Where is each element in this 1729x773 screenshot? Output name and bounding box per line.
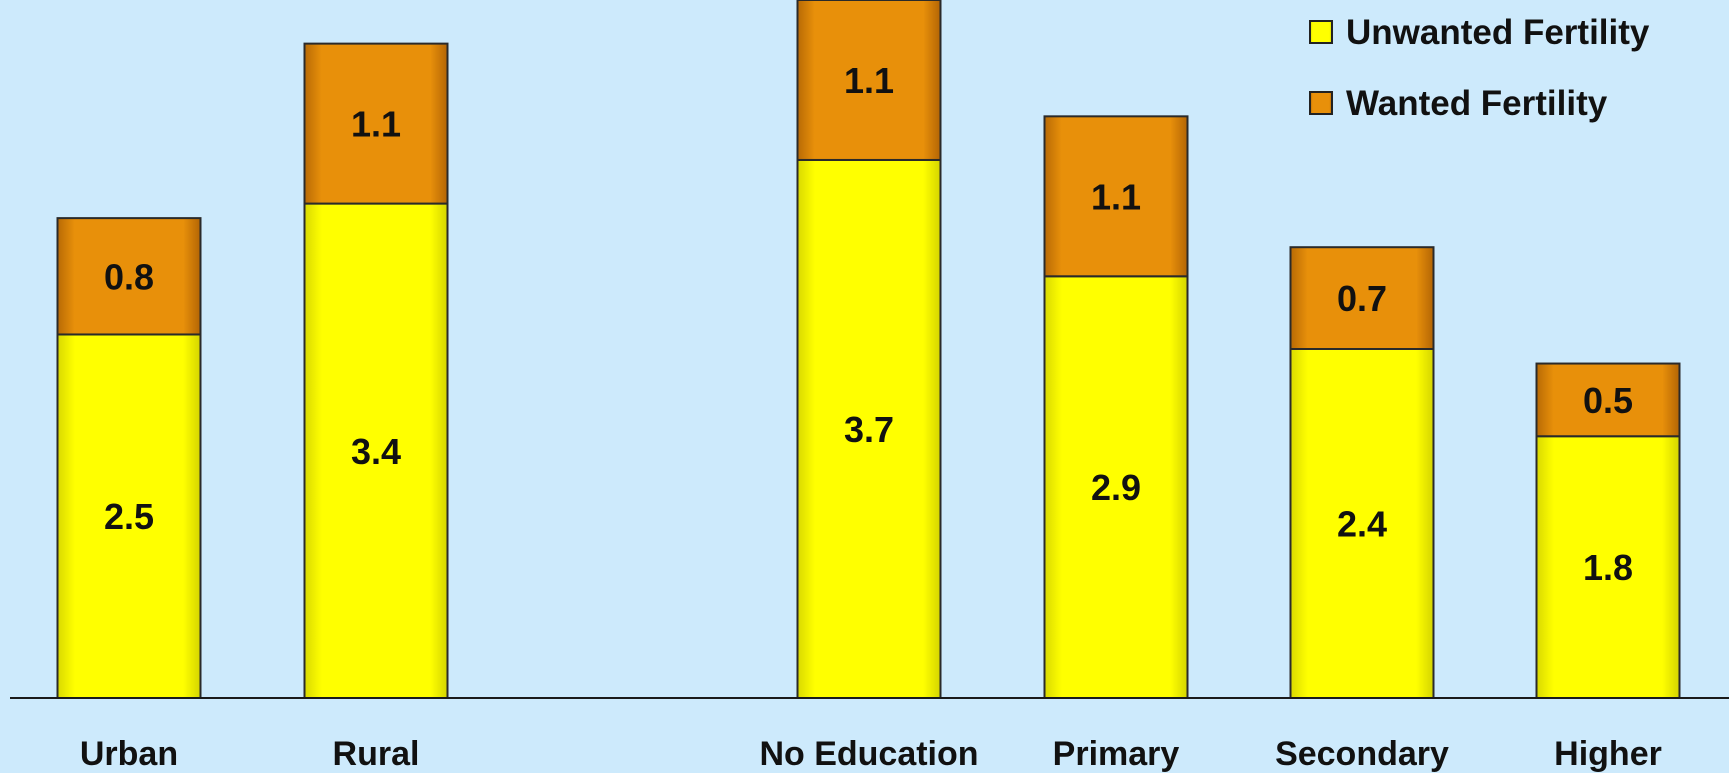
data-label-wanted-fertility-primary: 1.1 bbox=[1091, 176, 1141, 217]
bar-segment-unwanted-fertility-secondary bbox=[1289, 348, 1435, 699]
data-label-wanted-fertility-rural: 1.1 bbox=[351, 104, 401, 145]
data-label-wanted-fertility-no-education: 1.1 bbox=[844, 60, 894, 101]
bars-group: 2.5 0.8 3.4 1.1 3.7 1.1 2.9 1.1 2.4 0.7 1.8 0.5 bbox=[56, 0, 1681, 700]
category-label-urban: Urban bbox=[80, 735, 178, 773]
data-label-unwanted-fertility-secondary: 2.4 bbox=[1337, 504, 1387, 545]
data-label-unwanted-fertility-urban: 2.5 bbox=[104, 496, 154, 537]
category-label-higher: Higher bbox=[1554, 735, 1662, 773]
category-label-primary: Primary bbox=[1053, 735, 1180, 773]
bar-segment-wanted-fertility-higher bbox=[1535, 362, 1681, 438]
bar-segment-wanted-fertility-secondary bbox=[1289, 246, 1435, 350]
data-label-wanted-fertility-higher: 0.5 bbox=[1583, 380, 1633, 421]
data-label-unwanted-fertility-higher: 1.8 bbox=[1583, 547, 1633, 588]
bar-segment-wanted-fertility-no-education bbox=[796, 0, 942, 161]
data-label-unwanted-fertility-rural: 3.4 bbox=[351, 431, 401, 472]
legend-swatch-unwanted bbox=[1309, 20, 1333, 44]
bar-segment-unwanted-fertility-no-education bbox=[796, 158, 942, 700]
bar-segment-unwanted-fertility-urban bbox=[56, 333, 202, 699]
data-label-wanted-fertility-secondary: 0.7 bbox=[1337, 278, 1387, 319]
data-label-unwanted-fertility-primary: 2.9 bbox=[1091, 467, 1141, 508]
legend: Unwanted Fertility Wanted Fertility bbox=[1309, 13, 1650, 123]
bar-segment-wanted-fertility-rural bbox=[303, 42, 449, 205]
legend-label-unwanted: Unwanted Fertility bbox=[1346, 13, 1650, 52]
data-label-wanted-fertility-urban: 0.8 bbox=[104, 256, 154, 297]
bar-segment-wanted-fertility-urban bbox=[56, 217, 202, 336]
category-label-rural: Rural bbox=[333, 735, 420, 773]
bar-segment-wanted-fertility-primary bbox=[1043, 115, 1189, 278]
category-labels: Urban Rural No Education Primary Secondary Hi… bbox=[80, 735, 1662, 773]
legend-swatch-wanted bbox=[1309, 91, 1333, 115]
bar-segment-unwanted-fertility-rural bbox=[303, 202, 449, 699]
bar-segment-unwanted-fertility-primary bbox=[1043, 275, 1189, 699]
legend-label-wanted: Wanted Fertility bbox=[1346, 84, 1608, 123]
category-label-secondary: Secondary bbox=[1275, 735, 1449, 773]
category-label-no-education: No Education bbox=[759, 735, 978, 773]
data-label-unwanted-fertility-no-education: 3.7 bbox=[844, 409, 894, 450]
